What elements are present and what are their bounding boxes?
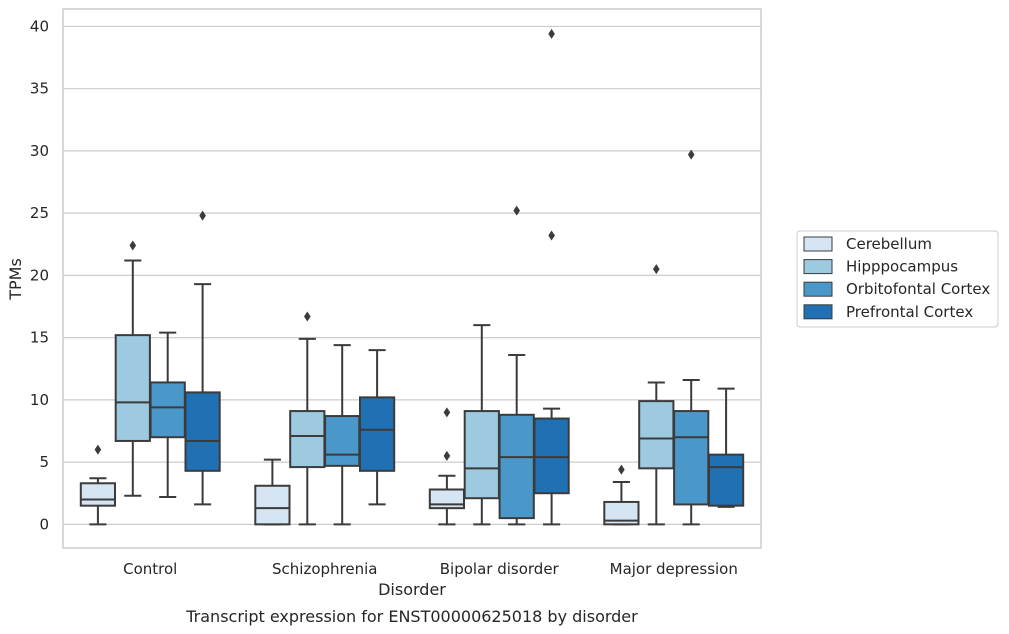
legend-label: Prefrontal Cortex [846,303,973,321]
box-2-2 [498,205,535,526]
box-iqr [114,334,151,442]
outlier-point [199,210,206,221]
x-tick-label: Schizophrenia [272,560,377,578]
box-0-0 [79,444,117,526]
box-3-2 [673,149,710,526]
outlier-point [304,311,311,322]
legend-swatch [803,304,833,320]
legend-swatch [803,236,833,252]
box-iqr [603,500,640,526]
box-iqr [673,410,710,506]
box-iqr [289,410,326,469]
y-axis-label: TPMs [6,258,25,301]
outlier-point [513,205,520,216]
outlier-point [548,28,555,39]
legend: Cerebellum Hipppocampus Orbitofontal Corte… [796,230,999,328]
figure-caption: Transcript expression for ENST0000062501… [185,607,638,626]
y-tick-label: 40 [30,17,49,35]
box-iqr [463,410,500,500]
y-tick-label: 30 [30,142,49,160]
box-3-1 [638,264,675,526]
box-3-0 [603,464,640,526]
box-iqr [707,453,745,507]
box-iqr [254,484,291,526]
box-1-3 [358,349,396,506]
box-2-0 [428,407,466,526]
y-tick-labels: 0 5 10 15 20 25 30 35 40 [30,17,49,533]
box-iqr [638,400,675,470]
y-tick-label: 20 [30,266,49,284]
box-1-2 [324,344,361,526]
box-1-0 [254,458,291,526]
outlier-point [94,444,102,455]
outlier-point [687,149,695,160]
legend-label: Hipppocampus [846,258,958,276]
box-0-3 [184,210,221,506]
y-tick-label: 10 [30,391,49,409]
legend-swatch [803,259,833,275]
box-0-1 [114,240,151,497]
outlier-point [443,407,451,418]
box-iqr [533,417,570,495]
legend-frame [796,230,999,328]
box-iqr [324,415,361,467]
box-series [79,28,745,526]
box-iqr [149,381,186,439]
y-tick-label: 5 [39,453,49,471]
outlier-point [548,230,555,241]
x-tick-label: Bipolar disorder [440,560,560,578]
legend-swatch [803,281,833,297]
x-axis-label: Disorder [378,580,446,599]
y-tick-label: 25 [30,204,49,222]
box-2-3 [533,28,570,526]
box-iqr [79,482,117,507]
legend-label: Cerebellum [846,235,932,253]
box-3-3 [707,387,745,508]
x-tick-labels: Control Schizophrenia Bipolar disorder Majo… [123,560,738,578]
outlier-point [443,450,451,461]
outlier-point [653,264,660,275]
y-tick-label: 35 [30,80,49,98]
x-tick-label: Major depression [610,560,738,578]
outlier-point [129,240,137,251]
outlier-point [618,464,625,475]
x-tick-label: Control [123,560,177,578]
box-1-1 [289,311,326,526]
y-tick-label: 0 [39,515,49,533]
box-iqr [358,396,396,472]
box-0-2 [149,331,186,498]
y-tick-label: 15 [30,329,49,347]
box-iqr [498,413,535,520]
legend-label: Orbitofontal Cortex [846,280,990,298]
box-iqr [184,391,221,472]
plot-frame [62,8,762,549]
box-2-1 [463,324,500,526]
